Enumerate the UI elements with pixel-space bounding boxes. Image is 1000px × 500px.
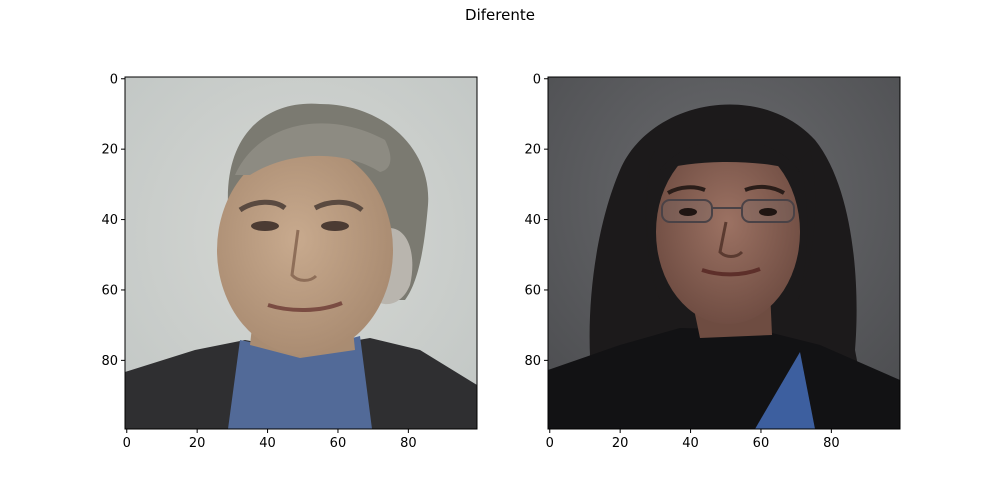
right-shirt [755, 352, 815, 429]
right-eyebrow-r [744, 184, 786, 195]
right-eye-r [759, 208, 777, 216]
portrait-woman-glasses [548, 77, 900, 429]
y-tick-label: 0 [533, 72, 541, 87]
figure-title: Diferente [465, 6, 535, 24]
y-tick-label: 20 [101, 143, 118, 158]
right-x-ticks: 0 20 40 60 80 [546, 429, 840, 451]
right-mouth [701, 267, 761, 277]
x-tick-label: 60 [330, 436, 347, 451]
x-tick-label: 80 [400, 436, 417, 451]
y-tick-label: 80 [101, 354, 118, 369]
left-x-ticks: 0 20 40 60 80 [123, 429, 417, 451]
right-nose [718, 221, 744, 258]
left-shirt [228, 336, 372, 429]
left-eye-r [321, 221, 349, 231]
y-tick-label: 40 [524, 213, 541, 228]
x-tick-label: 40 [682, 436, 699, 451]
x-tick-label: 40 [259, 436, 276, 451]
x-tick-label: 20 [612, 436, 629, 451]
y-tick-label: 80 [524, 354, 541, 369]
left-mouth [267, 301, 343, 313]
y-tick-label: 40 [101, 213, 118, 228]
left-hairline [235, 123, 391, 175]
left-axes: 0 20 40 60 80 0 20 40 60 80 [101, 72, 478, 451]
portrait-older-man [125, 77, 477, 429]
x-tick-label: 0 [546, 436, 554, 451]
left-eye-l [251, 221, 279, 231]
left-eyebrow-l [238, 199, 287, 213]
left-axes-frame [124, 76, 478, 430]
right-eyebrow-l [666, 185, 706, 195]
right-y-ticks: 0 20 40 60 80 [524, 72, 548, 369]
left-nose [290, 229, 318, 282]
x-tick-label: 20 [189, 436, 206, 451]
y-tick-label: 20 [524, 143, 541, 158]
left-y-ticks: 0 20 40 60 80 [101, 72, 125, 369]
y-tick-label: 60 [524, 283, 541, 298]
left-eyebrow-r [313, 199, 364, 213]
x-tick-label: 0 [123, 436, 131, 451]
y-tick-label: 60 [101, 283, 118, 298]
right-face [656, 140, 800, 324]
x-tick-label: 80 [823, 436, 840, 451]
y-tick-label: 0 [110, 72, 118, 87]
right-top [548, 328, 900, 429]
left-face [217, 145, 393, 355]
right-side-hair-r [798, 150, 816, 300]
x-tick-label: 60 [753, 436, 770, 451]
right-axes-frame [547, 76, 901, 430]
right-axes: 0 20 40 60 80 0 20 40 60 80 [524, 72, 901, 451]
right-eye-l [679, 208, 697, 216]
right-fringe [660, 139, 800, 172]
